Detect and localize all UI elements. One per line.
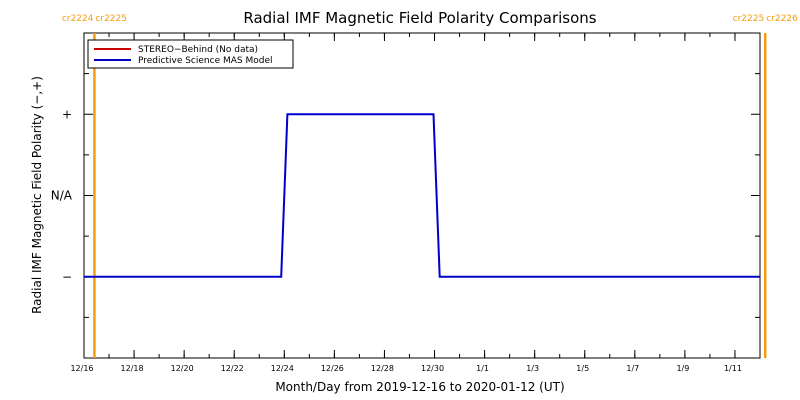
legend: STEREO−Behind (No data) Predictive Scien… <box>87 39 294 69</box>
y-tick-label: − <box>62 270 72 284</box>
y-axis-label: Radial IMF Magnetic Field Polarity (−,+) <box>30 76 44 314</box>
carrington-label-left: cr2225 <box>733 14 765 24</box>
series-line-1 <box>84 113 760 278</box>
x-tick-label: 12/28 <box>371 364 394 373</box>
series-lines <box>84 113 760 278</box>
plot-frame <box>83 32 761 359</box>
x-tick-label: 12/20 <box>171 364 194 373</box>
x-tick-label: 12/24 <box>271 364 294 373</box>
carrington-label-right: cr2225 <box>95 14 127 24</box>
y-tick-label: N/A <box>51 189 73 203</box>
x-tick-label: 1/1 <box>476 364 489 373</box>
carrington-label-right: cr2226 <box>766 14 798 24</box>
x-tick-label: 1/3 <box>526 364 539 373</box>
x-ticks: 12/16 12/18 12/20 12/22 12/24 12/26 12/28 12/30… <box>70 33 761 373</box>
x-tick-label: 12/16 <box>70 364 93 373</box>
x-tick-label: 1/11 <box>724 364 742 373</box>
x-tick-label: 12/18 <box>121 364 144 373</box>
y-ticks: + N/A − <box>51 73 760 318</box>
carrington-markers: cr2224 cr2225 cr2225 cr2226 <box>62 14 798 358</box>
x-tick-label: 12/26 <box>321 364 344 373</box>
legend-label-stereo: STEREO−Behind (No data) <box>138 45 258 55</box>
x-tick-label: 12/22 <box>221 364 244 373</box>
x-tick-label: 1/9 <box>676 364 689 373</box>
x-tick-label: 1/7 <box>626 364 639 373</box>
x-axis-label: Month/Day from 2019-12-16 to 2020-01-12 … <box>275 380 564 394</box>
x-tick-label: 1/5 <box>576 364 589 373</box>
carrington-label-left: cr2224 <box>62 14 94 24</box>
y-tick-label: + <box>62 107 72 121</box>
legend-box <box>87 39 294 69</box>
x-tick-label: 12/30 <box>421 364 444 373</box>
chart-title: Radial IMF Magnetic Field Polarity Compa… <box>243 9 596 27</box>
legend-label-model: Predictive Science MAS Model <box>138 56 273 66</box>
